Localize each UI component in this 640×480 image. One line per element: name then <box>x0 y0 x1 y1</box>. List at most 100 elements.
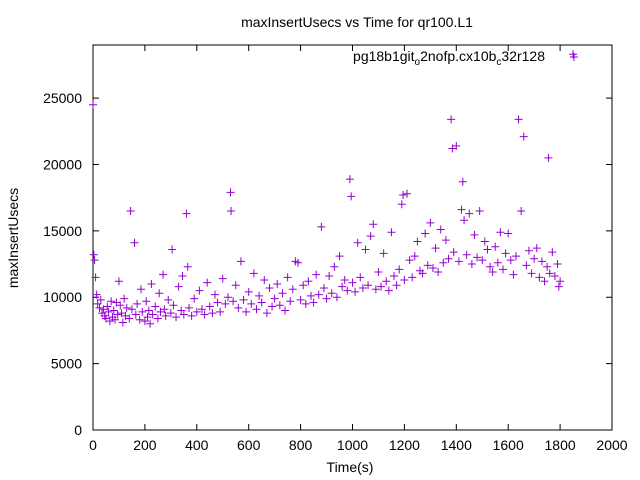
data-point <box>548 248 557 257</box>
data-point <box>247 299 256 308</box>
data-point <box>125 314 134 323</box>
data-point <box>402 189 411 198</box>
data-point <box>473 253 482 262</box>
data-point <box>226 188 235 197</box>
data-point <box>178 272 187 280</box>
data-point <box>399 191 408 200</box>
data-point <box>527 269 536 278</box>
x-tick-label: 200 <box>133 437 157 453</box>
data-point <box>312 270 321 279</box>
x-tick-label: 1200 <box>389 437 420 453</box>
data-point <box>390 272 399 280</box>
data-point <box>340 275 349 284</box>
data-point <box>118 318 127 327</box>
data-point <box>216 307 225 316</box>
x-axis-title: Time(s) <box>327 459 374 475</box>
data-point <box>421 229 430 238</box>
data-point <box>268 302 277 311</box>
data-point <box>522 261 531 270</box>
data-point <box>338 282 347 291</box>
data-point <box>491 242 500 251</box>
data-point <box>183 262 192 271</box>
data-point <box>309 298 318 307</box>
x-tick-label: 0 <box>89 437 97 453</box>
data-point <box>475 206 484 215</box>
legend-label: pg18b1gito2nofp.cx10bc32r128 <box>353 48 545 68</box>
data-point <box>195 286 204 295</box>
x-tick-label: 1000 <box>337 437 368 453</box>
data-point <box>524 246 533 255</box>
data-point <box>330 262 339 271</box>
data-point <box>460 216 469 225</box>
data-point <box>325 272 334 280</box>
data-point <box>532 244 541 253</box>
data-point <box>504 229 513 238</box>
data-point <box>449 248 458 257</box>
data-point <box>418 269 427 278</box>
y-tick-label: 0 <box>74 422 82 438</box>
data-point <box>122 303 131 312</box>
data-point <box>519 132 528 141</box>
data-point <box>382 277 391 286</box>
data-point <box>371 285 380 294</box>
data-point <box>545 269 554 278</box>
data-point <box>314 290 323 299</box>
data-point <box>478 256 487 265</box>
data-point <box>151 302 160 311</box>
data-point <box>133 299 142 308</box>
data-point <box>144 306 153 315</box>
data-point <box>148 310 157 319</box>
data-point <box>203 278 212 287</box>
data-point <box>103 302 112 311</box>
y-tick-label: 25000 <box>43 90 82 106</box>
data-point <box>296 295 305 304</box>
data-point <box>423 261 432 270</box>
data-point <box>223 293 232 302</box>
data-point <box>159 270 168 279</box>
data-point <box>257 298 266 307</box>
data-point <box>345 175 354 184</box>
legend-marker <box>570 53 578 61</box>
data-point <box>218 274 227 283</box>
data-point <box>179 310 188 319</box>
data-point <box>255 291 264 300</box>
data-point <box>174 282 183 291</box>
data-point <box>236 257 245 266</box>
legend: pg18b1gito2nofp.cx10bc32r128 <box>353 48 578 68</box>
data-point <box>317 222 326 231</box>
data-point <box>161 311 170 320</box>
x-tick-label: 1800 <box>545 437 576 453</box>
data-point <box>91 273 100 282</box>
data-point <box>252 305 261 314</box>
data-point <box>486 262 495 271</box>
data-point <box>535 273 544 282</box>
legend-label-part-2: 2nofp.cx10b <box>420 48 496 64</box>
data-point <box>138 307 147 316</box>
data-point <box>270 294 279 303</box>
chart-title: maxInsertUsecs vs Time for qr100.L1 <box>241 14 473 30</box>
data-point <box>197 305 206 314</box>
x-axis: 0 200 400 600 800 1000 1200 1400 1600 1800 2000 <box>89 45 628 453</box>
data-point <box>364 281 373 290</box>
data-point <box>493 258 502 267</box>
data-point <box>126 206 135 215</box>
data-point <box>379 249 388 258</box>
data-point <box>347 192 356 201</box>
data-point <box>444 254 453 263</box>
data-points <box>89 50 578 328</box>
data-point <box>155 289 164 298</box>
data-point <box>120 294 129 303</box>
legend-label-part-1: pg18b1git <box>353 48 415 64</box>
data-point <box>457 205 466 214</box>
x-tick-label: 400 <box>185 437 209 453</box>
data-point <box>511 252 520 261</box>
y-tick-label: 20000 <box>43 156 82 172</box>
data-point <box>169 301 178 310</box>
data-point <box>553 260 562 269</box>
data-point <box>458 177 467 186</box>
data-point <box>488 268 497 277</box>
data-point <box>530 254 539 263</box>
data-point <box>369 220 378 229</box>
data-point <box>142 297 151 306</box>
